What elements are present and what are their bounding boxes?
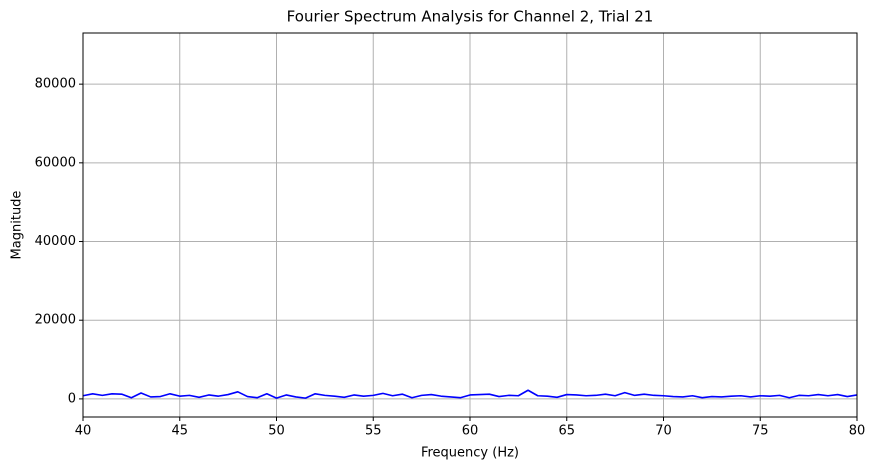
x-tick-label: 40	[75, 424, 92, 439]
x-tick-label: 60	[462, 424, 479, 439]
x-tick-label: 75	[752, 424, 769, 439]
x-tick-label: 65	[558, 424, 575, 439]
x-tick-label: 80	[849, 424, 866, 439]
y-tick-label: 60000	[35, 155, 76, 170]
x-axis-label: Frequency (Hz)	[421, 446, 519, 461]
y-tick-label: 80000	[35, 77, 76, 92]
y-axis-label: Magnitude	[10, 191, 25, 260]
line-series	[82, 389, 858, 399]
x-tick-label: 50	[268, 424, 285, 439]
x-tick-label: 45	[171, 424, 188, 439]
x-tick-label: 55	[365, 424, 382, 439]
chart-title: Fourier Spectrum Analysis for Channel 2,…	[287, 8, 654, 26]
x-tick-label: 70	[655, 424, 672, 439]
y-tick-label: 40000	[35, 234, 76, 249]
y-tick-label: 0	[68, 391, 76, 406]
y-tick-label: 20000	[35, 313, 76, 328]
plot-frame	[82, 32, 858, 418]
